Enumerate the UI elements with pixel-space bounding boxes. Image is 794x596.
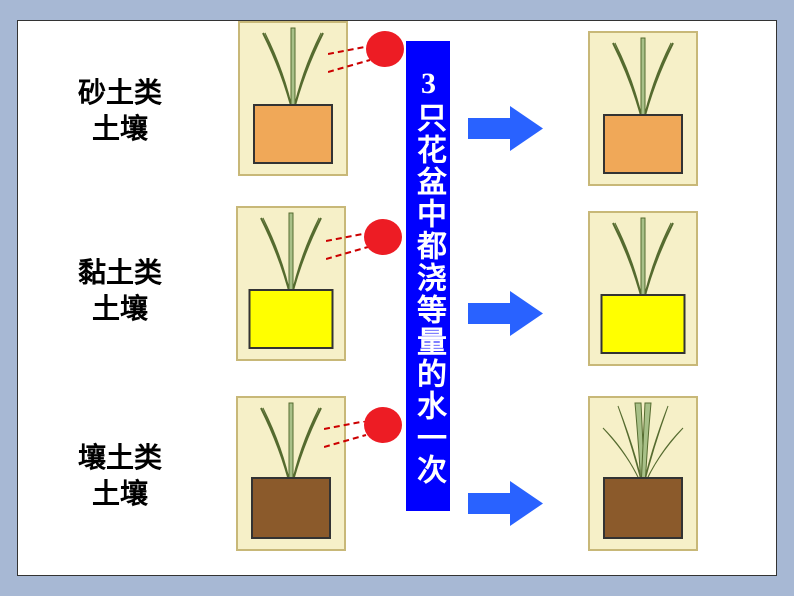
red-dot-icon (364, 219, 402, 255)
result-arrow (468, 481, 543, 531)
pot-icon (601, 294, 686, 354)
result-arrow (468, 291, 543, 341)
arrow-right-icon (468, 106, 543, 151)
soil-type-label: 黏土类 土壤 (78, 256, 162, 329)
arrow-right-icon (468, 291, 543, 336)
plant-after (588, 31, 698, 186)
plant-before (238, 21, 348, 176)
plant-before (236, 396, 346, 551)
pot-icon (603, 477, 683, 539)
red-dot-icon (366, 31, 404, 67)
soil-type-label: 壤土类 土壤 (78, 441, 162, 514)
pot-icon (251, 477, 331, 539)
pot-icon (603, 114, 683, 174)
slide-panel: 3只花盆中都浇等量的水一次 砂土类 土壤 黏土类 土壤 (17, 20, 777, 576)
plant-after (588, 396, 698, 551)
center-instruction-bar: 3只花盆中都浇等量的水一次 (406, 41, 450, 511)
red-dot-icon (364, 407, 402, 443)
arrow-right-icon (468, 481, 543, 526)
plant-after (588, 211, 698, 366)
result-arrow (468, 106, 543, 156)
soil-type-label: 砂土类 土壤 (78, 76, 162, 149)
plant-before (236, 206, 346, 361)
pot-icon (249, 289, 334, 349)
pot-icon (253, 104, 333, 164)
